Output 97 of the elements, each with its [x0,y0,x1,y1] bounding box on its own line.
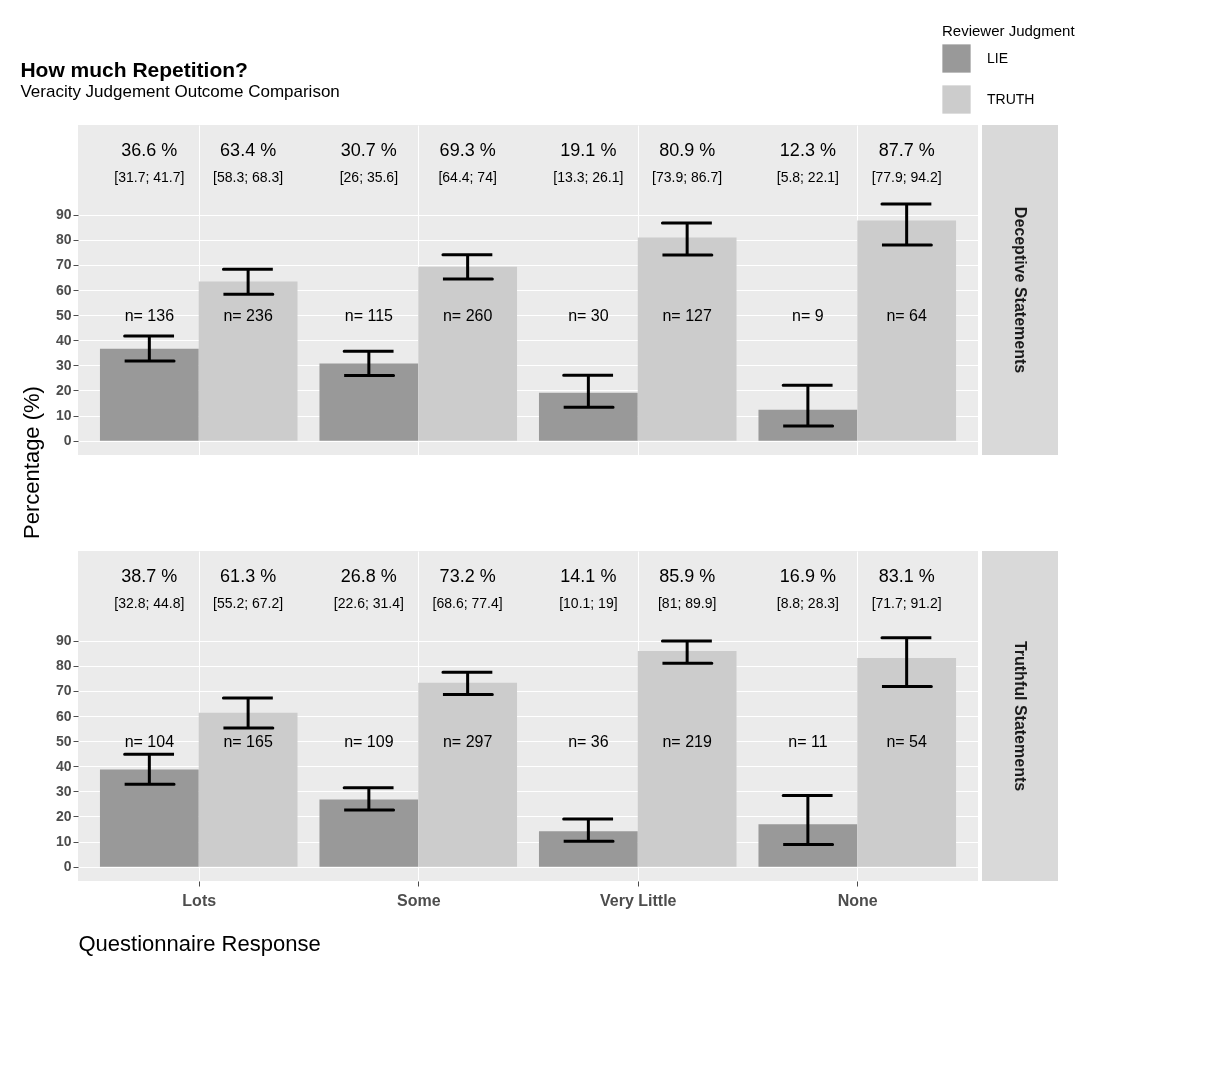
bar [418,266,518,441]
annotation: 85.9 % [659,566,716,587]
y2-axis-title: Deceptive Statements [1012,206,1029,374]
legend-label: TRUTH [987,90,1035,107]
y-tick-label: 50 [55,732,72,749]
bar [99,769,199,867]
y-tick-label: 30 [55,782,72,799]
annotation: 63.4 % [220,140,277,161]
y-tick-label: 90 [55,632,72,649]
annotation: n= 11 [788,733,828,751]
annotation: n= 136 [124,307,175,325]
y-tick-label: 80 [55,657,72,674]
y-tick-label: 70 [55,256,72,273]
annotation: 12.3 % [779,140,836,161]
bar [99,348,199,441]
y-tick-label: 0 [63,858,72,875]
y-tick-label: 60 [55,281,72,298]
annotation: 38.7 % [121,566,178,587]
bar [857,220,957,441]
annotation: n= 165 [223,733,273,751]
chart-subtitle: Veracity Judgement Outcome Comparison [20,82,340,101]
annotation: n= 219 [662,733,712,751]
x-tick-label: Very Little [600,891,677,909]
legend-title: Reviewer Judgment [942,22,1076,39]
annotation: [31.7; 41.7] [114,168,185,185]
y-tick-label: 30 [55,356,72,373]
annotation: 16.9 % [779,566,836,587]
y-tick-label: 70 [55,682,72,699]
annotation: n= 115 [344,307,394,325]
annotation: [58.3; 68.3] [213,168,284,185]
bar [538,831,638,867]
y-tick-label: 90 [55,206,72,223]
annotation: [73.9; 86.7] [652,168,723,185]
annotation: [55.2; 67.2] [213,594,284,611]
y2-axis-title: Truthful Statements [1012,640,1029,792]
y-tick-label: 50 [55,306,72,323]
annotation: n= 297 [442,733,493,751]
y-tick-label: 20 [55,807,72,824]
x-axis-title: Questionnaire Response [78,930,321,956]
bar [538,392,638,441]
chart-title: How much Repetition? [20,58,248,81]
y-tick-label: 80 [55,231,72,248]
annotation: [10.1; 19] [559,594,618,611]
bar [319,363,419,441]
annotation: 30.7 % [340,140,397,161]
annotation: 83.1 % [878,566,935,587]
x-tick-label: Some [396,891,441,909]
bar [637,650,737,867]
x-tick-label: None [837,891,878,909]
legend-label: LIE [987,49,1009,66]
annotation: [32.8; 44.8] [114,594,185,611]
y-axis-title: Percentage (%) [18,386,44,539]
annotation: [71.7; 91.2] [871,594,942,611]
x-tick-label: Lots [182,891,217,909]
y-tick-label: 40 [55,331,72,348]
annotation: [26; 35.6] [339,168,399,185]
annotation: 36.6 % [121,140,178,161]
annotation: [22.6; 31.4] [333,594,404,611]
annotation: [13.3; 26.1] [553,168,624,185]
annotation: n= 104 [124,733,175,751]
annotation: [64.4; 74] [438,168,497,185]
annotation: [68.6; 77.4] [432,594,503,611]
y-tick-label: 60 [55,707,72,724]
annotation: n= 109 [344,733,394,751]
bar [418,682,518,867]
annotation: 87.7 % [878,140,935,161]
bar [198,281,298,441]
annotation: [8.8; 28.3] [776,594,840,611]
annotation: 19.1 % [560,140,617,161]
annotation: n= 30 [568,307,609,325]
annotation: n= 127 [662,307,712,325]
bar [758,409,858,441]
annotation: 26.8 % [340,566,397,587]
annotation: [5.8; 22.1] [776,168,840,185]
y-tick-label: 10 [55,407,72,424]
y-tick-label: 10 [55,833,72,850]
bar [857,657,957,867]
y-tick-label: 0 [63,432,72,449]
annotation: 73.2 % [439,566,496,587]
bar [198,712,298,867]
bar [758,824,858,867]
annotation: 69.3 % [439,140,496,161]
annotation: n= 36 [568,733,609,751]
annotation: n= 64 [886,307,927,325]
annotation: 80.9 % [659,140,716,161]
y-tick-label: 40 [55,757,72,774]
annotation: n= 260 [442,307,493,325]
annotation: [81; 89.9] [657,594,717,611]
annotation: n= 236 [223,307,273,325]
annotation: [77.9; 94.2] [871,168,942,185]
annotation: n= 9 [792,307,824,325]
annotation: 14.1 % [560,566,617,587]
bar [319,799,419,867]
annotation: 61.3 % [220,566,277,587]
bar [637,237,737,441]
y-tick-label: 20 [55,381,72,398]
annotation: n= 54 [886,733,927,751]
